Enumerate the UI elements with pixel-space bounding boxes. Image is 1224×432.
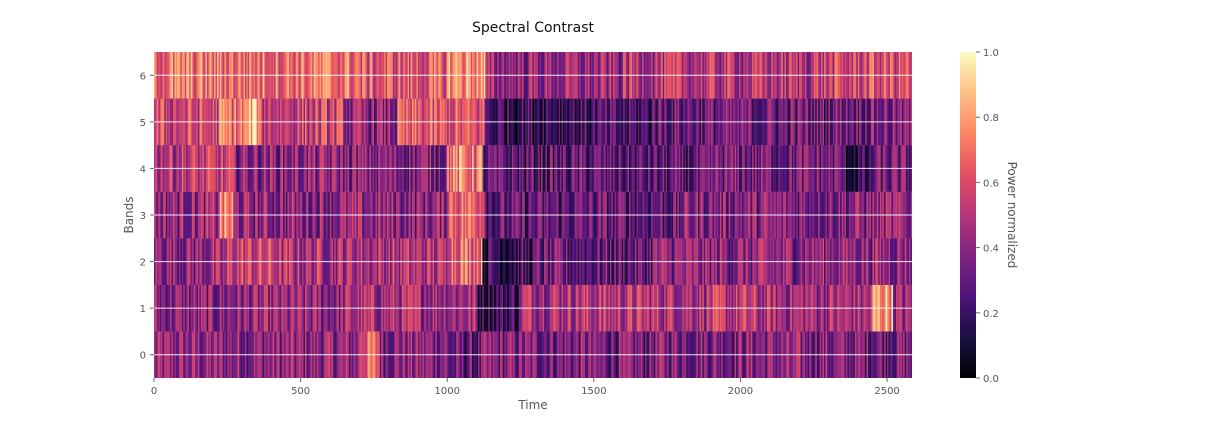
x-axis: 0 500 1000 1500 2000 2500	[151, 378, 900, 397]
colorbar-tick-label: 0.0	[983, 374, 999, 385]
y-tick-label: 3	[140, 211, 146, 222]
x-axis-label: Time	[517, 398, 547, 412]
y-tick-label: 0	[140, 351, 146, 362]
x-tick-label: 2000	[728, 386, 753, 397]
x-tick-label: 0	[151, 386, 157, 397]
colorbar-ticks: 0.0 0.2 0.4 0.6 0.8 1.0	[976, 48, 999, 385]
colorbar-label: Power normalized	[1005, 162, 1019, 269]
grid	[154, 74, 912, 356]
colorbar-tick-label: 1.0	[983, 48, 999, 59]
colorbar-tick-label: 0.8	[983, 113, 999, 124]
x-tick-label: 1500	[581, 386, 606, 397]
chart-title: Spectral Contrast	[472, 20, 595, 36]
colorbar-tick-label: 0.2	[983, 309, 999, 320]
y-tick-label: 4	[140, 164, 146, 175]
y-axis-label: Bands	[122, 196, 136, 233]
y-tick-label: 1	[140, 304, 146, 315]
colorbar-tick-label: 0.4	[983, 244, 999, 255]
y-tick-label: 6	[140, 71, 146, 82]
x-tick-label: 1000	[435, 386, 460, 397]
colorbar-tick-label: 0.6	[983, 178, 999, 189]
colorbar	[960, 52, 976, 378]
y-tick-label: 5	[140, 118, 146, 129]
x-tick-label: 500	[291, 386, 310, 397]
y-tick-label: 2	[140, 258, 146, 269]
y-axis: 0 1 2 3 4 5 6	[140, 71, 154, 362]
x-tick-label: 2500	[874, 386, 899, 397]
